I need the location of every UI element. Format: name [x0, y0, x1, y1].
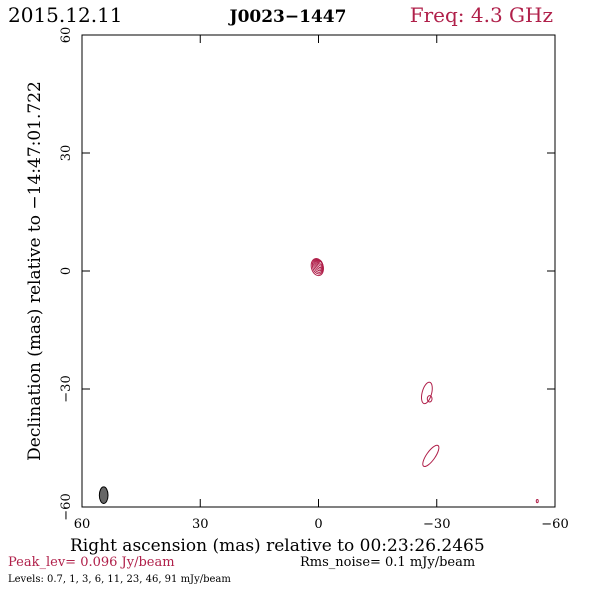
contour-level: [319, 260, 323, 265]
y-tick-label: −60: [59, 493, 74, 520]
x-tick-label: 30: [192, 517, 209, 532]
peak-level: Peak_lev= 0.096 Jy/beam: [8, 555, 175, 570]
contour-level: [535, 499, 539, 504]
contour-layer: [310, 258, 539, 504]
x-tick-label: 0: [314, 517, 322, 532]
contour-levels: Levels: 0.7, 1, 3, 6, 11, 23, 46, 91 mJy…: [8, 574, 231, 585]
y-tick-label: −30: [59, 375, 74, 402]
contour-level: [426, 395, 433, 403]
beam-layer: [98, 486, 109, 504]
frequency-label: Freq: 4.3 GHz: [410, 3, 553, 27]
y-axis-label: Declination (mas) relative to −14:47:01.…: [25, 81, 45, 461]
contour-level: [422, 444, 440, 467]
x-tick-label: 60: [74, 517, 91, 532]
x-axis-label: Right ascension (mas) relative to 00:23:…: [70, 536, 485, 556]
beam-ellipse: [98, 486, 109, 504]
axis-ticks: [81, 34, 556, 508]
y-tick-labels: −60 −30 0 30 60: [59, 27, 74, 521]
observation-date: 2015.12.11: [8, 3, 123, 27]
source-name: J0023−1447: [228, 7, 347, 27]
y-tick-label: 60: [59, 27, 74, 44]
y-tick-label: 0: [59, 267, 74, 275]
y-tick-label: 30: [59, 145, 74, 162]
rms-noise: Rms_noise= 0.1 mJy/beam: [300, 555, 475, 570]
x-tick-label: −60: [541, 517, 568, 532]
x-tick-labels: 60 30 0 −30 −60: [74, 517, 569, 532]
x-tick-label: −30: [423, 517, 450, 532]
contour-level: [421, 381, 433, 405]
